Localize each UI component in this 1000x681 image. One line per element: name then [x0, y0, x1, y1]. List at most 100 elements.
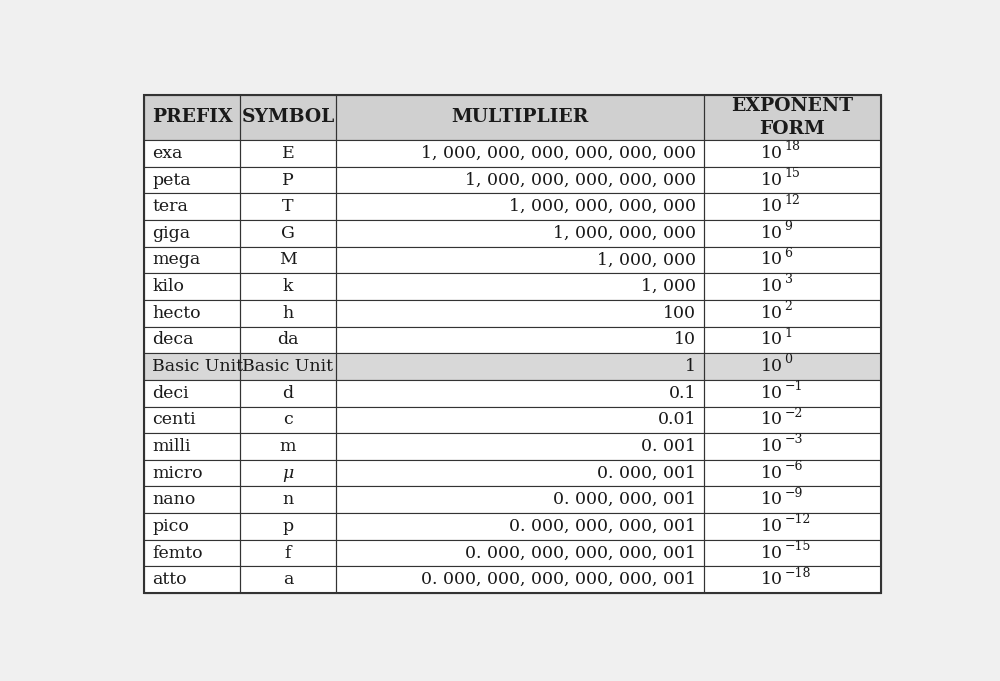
- Bar: [144, 567, 240, 593]
- Text: n: n: [282, 491, 294, 508]
- Text: −1: −1: [785, 380, 803, 393]
- Text: mega: mega: [152, 251, 200, 268]
- Text: 10: 10: [761, 332, 783, 349]
- Bar: [144, 273, 881, 300]
- Text: 10: 10: [761, 145, 783, 162]
- Bar: [144, 540, 881, 567]
- Text: 10: 10: [761, 251, 783, 268]
- Text: 18: 18: [785, 140, 801, 153]
- Text: 0. 001: 0. 001: [641, 438, 696, 455]
- Text: 10: 10: [761, 571, 783, 588]
- Bar: [144, 513, 240, 540]
- Bar: [144, 433, 240, 460]
- Bar: [240, 140, 336, 167]
- Text: 10: 10: [761, 518, 783, 535]
- Bar: [144, 460, 240, 486]
- Bar: [704, 433, 881, 460]
- Bar: [240, 273, 336, 300]
- Text: 1: 1: [785, 327, 793, 340]
- Text: 10: 10: [761, 385, 783, 402]
- Text: Basic Unit: Basic Unit: [152, 358, 243, 375]
- Text: d: d: [282, 385, 294, 402]
- Bar: [144, 327, 881, 353]
- Bar: [704, 327, 881, 353]
- Bar: [144, 567, 881, 593]
- Text: micro: micro: [152, 464, 203, 481]
- Bar: [240, 486, 336, 513]
- Bar: [704, 95, 881, 140]
- Text: da: da: [277, 332, 299, 349]
- Bar: [704, 513, 881, 540]
- Text: a: a: [283, 571, 293, 588]
- Bar: [336, 540, 704, 567]
- Text: 10: 10: [761, 358, 783, 375]
- Text: 10: 10: [761, 305, 783, 321]
- Text: hecto: hecto: [152, 305, 201, 321]
- Text: 9: 9: [785, 220, 792, 233]
- Bar: [336, 407, 704, 433]
- Bar: [336, 273, 704, 300]
- Text: μ: μ: [282, 464, 294, 481]
- Text: 0.1: 0.1: [669, 385, 696, 402]
- Bar: [704, 460, 881, 486]
- Text: deci: deci: [152, 385, 189, 402]
- Text: 0. 000, 000, 001: 0. 000, 000, 001: [553, 491, 696, 508]
- Text: centi: centi: [152, 411, 196, 428]
- Text: 10: 10: [761, 545, 783, 562]
- Text: −15: −15: [785, 540, 811, 553]
- Text: −18: −18: [785, 567, 811, 580]
- Text: −3: −3: [785, 433, 803, 446]
- Text: SYMBOL: SYMBOL: [241, 108, 335, 127]
- Text: 0. 000, 000, 000, 000, 001: 0. 000, 000, 000, 000, 001: [465, 545, 696, 562]
- Text: 10: 10: [761, 438, 783, 455]
- Bar: [336, 486, 704, 513]
- Bar: [144, 407, 881, 433]
- Text: 10: 10: [674, 332, 696, 349]
- Bar: [144, 95, 881, 140]
- Bar: [144, 460, 881, 486]
- Text: tera: tera: [152, 198, 188, 215]
- Bar: [336, 513, 704, 540]
- Bar: [144, 95, 240, 140]
- Bar: [144, 353, 240, 380]
- Text: 10: 10: [761, 172, 783, 189]
- Text: E: E: [282, 145, 294, 162]
- Bar: [336, 460, 704, 486]
- Bar: [240, 247, 336, 273]
- Bar: [336, 95, 704, 140]
- Text: MULTIPLIER: MULTIPLIER: [451, 108, 588, 127]
- Bar: [704, 167, 881, 193]
- Bar: [336, 220, 704, 247]
- Bar: [240, 407, 336, 433]
- Text: 0.01: 0.01: [658, 411, 696, 428]
- Text: −9: −9: [785, 487, 803, 500]
- Text: 12: 12: [785, 193, 800, 206]
- Bar: [704, 407, 881, 433]
- Text: c: c: [283, 411, 293, 428]
- Bar: [144, 486, 881, 513]
- Bar: [336, 433, 704, 460]
- Text: 10: 10: [761, 278, 783, 295]
- Text: kilo: kilo: [152, 278, 184, 295]
- Bar: [336, 300, 704, 327]
- Text: giga: giga: [152, 225, 190, 242]
- Bar: [240, 300, 336, 327]
- Bar: [240, 460, 336, 486]
- Text: deca: deca: [152, 332, 194, 349]
- Bar: [704, 220, 881, 247]
- Text: T: T: [282, 198, 294, 215]
- Text: milli: milli: [152, 438, 191, 455]
- Text: −2: −2: [785, 407, 803, 419]
- Bar: [144, 433, 881, 460]
- Text: peta: peta: [152, 172, 191, 189]
- Bar: [336, 140, 704, 167]
- Text: 6: 6: [785, 247, 793, 260]
- Bar: [336, 247, 704, 273]
- Text: M: M: [279, 251, 297, 268]
- Bar: [144, 247, 881, 273]
- Bar: [144, 300, 881, 327]
- Text: f: f: [285, 545, 291, 562]
- Bar: [144, 140, 240, 167]
- Text: h: h: [282, 305, 294, 321]
- Bar: [704, 353, 881, 380]
